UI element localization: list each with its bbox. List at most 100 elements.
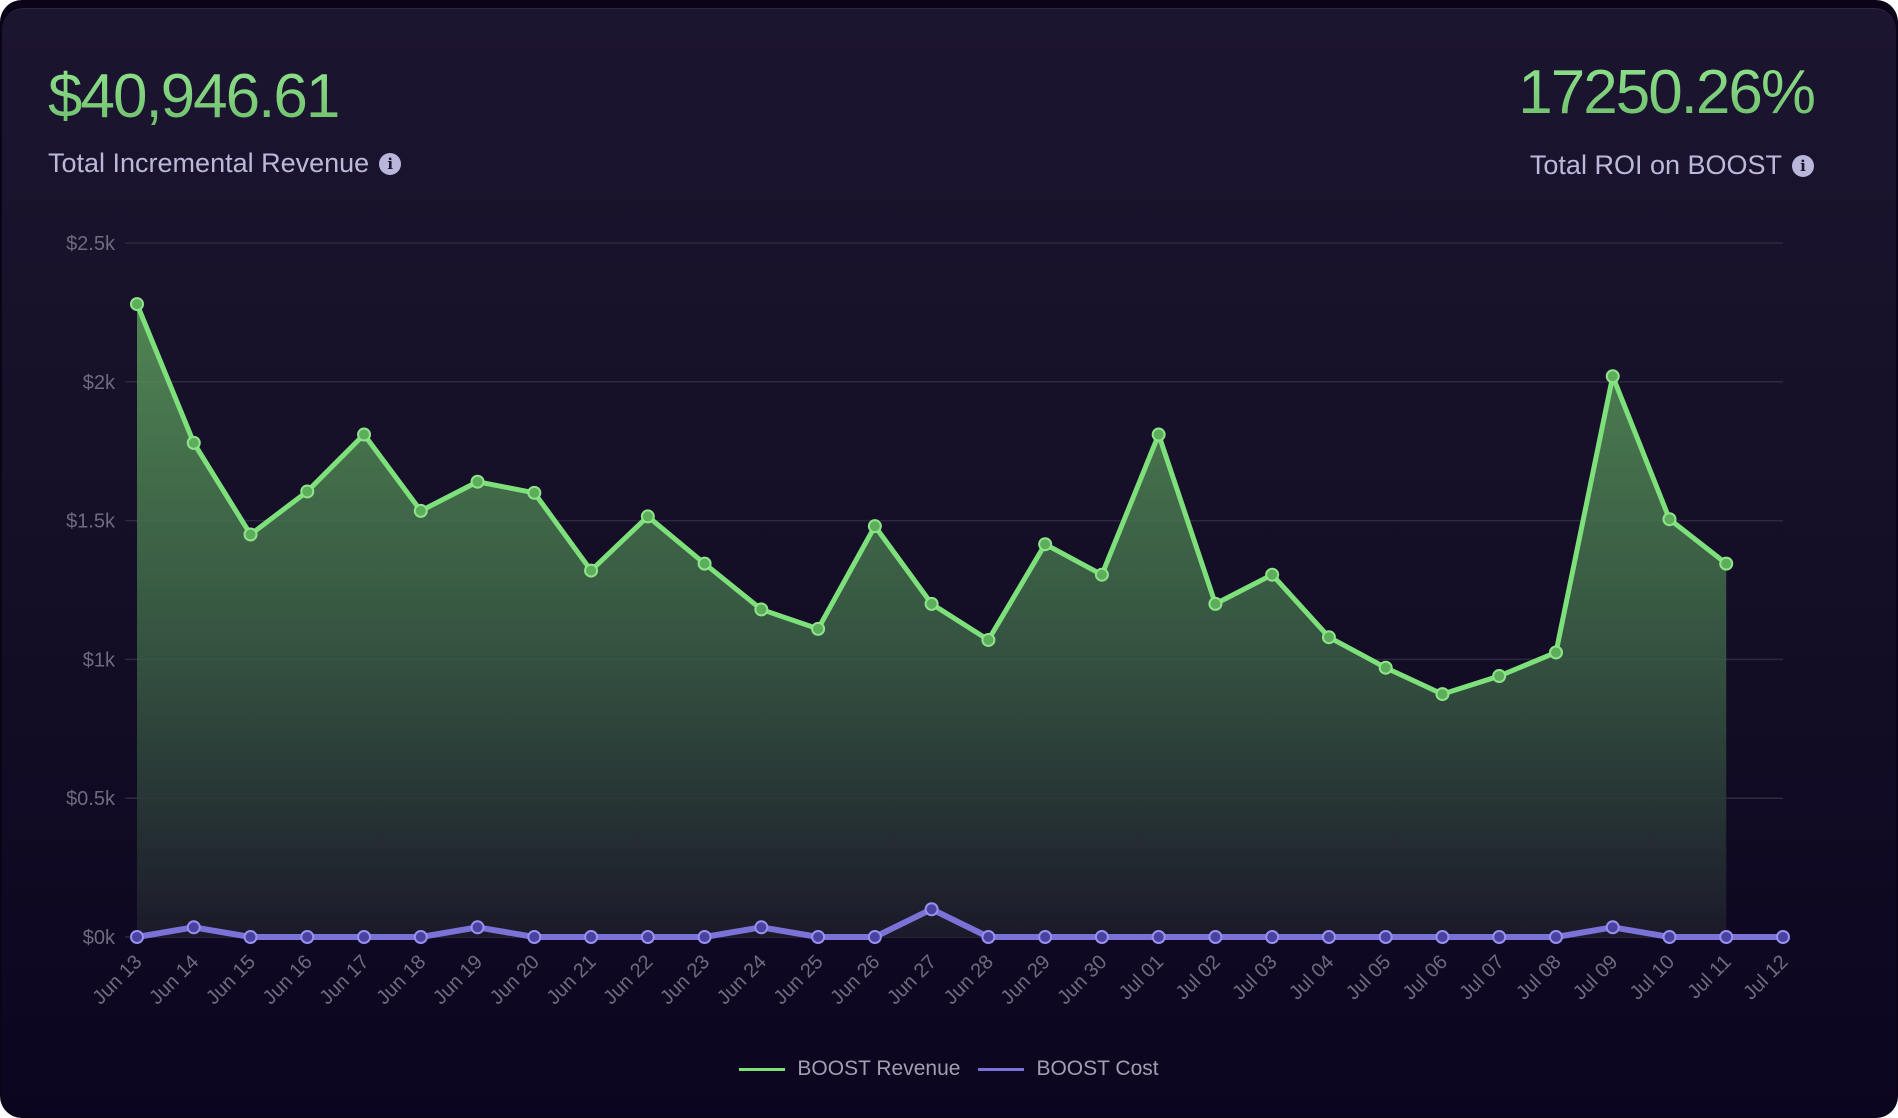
revenue-point[interactable] — [1605, 369, 1620, 384]
revenue-point[interactable] — [640, 509, 655, 524]
cost-point[interactable] — [186, 920, 201, 935]
revenue-point[interactable] — [1492, 669, 1507, 684]
revenue-point[interactable] — [470, 474, 485, 489]
cost-point[interactable] — [1378, 930, 1393, 944]
cost-point[interactable] — [640, 930, 655, 944]
cost-point[interactable] — [811, 930, 826, 944]
cost-point[interactable] — [130, 930, 144, 944]
revenue-point[interactable] — [981, 632, 996, 647]
revenue-point[interactable] — [300, 484, 315, 499]
revenue-point[interactable] — [1265, 567, 1280, 582]
roi-label: Total ROI on BOOST — [1529, 150, 1782, 180]
cost-point[interactable] — [1662, 930, 1677, 944]
cost-point[interactable] — [1208, 930, 1223, 944]
cost-point[interactable] — [924, 902, 939, 917]
revenue-point[interactable] — [924, 596, 939, 611]
x-tick-label: Jun 27 — [883, 951, 941, 1009]
cost-line — [136, 906, 1783, 940]
cost-point[interactable] — [1776, 930, 1790, 944]
revenue-point[interactable] — [130, 297, 144, 312]
cost-point[interactable] — [1038, 930, 1053, 944]
revenue-point[interactable] — [1719, 556, 1734, 571]
revenue-point[interactable] — [584, 563, 599, 578]
revenue-point[interactable] — [1662, 512, 1677, 527]
revenue-point[interactable] — [1378, 660, 1393, 675]
incremental-revenue-label-row: Total Incremental Revenue i — [48, 148, 402, 179]
x-tick-label: Jul 05 — [1342, 951, 1395, 1004]
revenue-point[interactable] — [1038, 537, 1053, 552]
revenue-point[interactable] — [186, 435, 201, 450]
info-icon[interactable]: i — [1792, 154, 1814, 177]
cost-point[interactable] — [243, 930, 258, 944]
x-tick-label: Jul 02 — [1172, 951, 1225, 1004]
x-tick-label: Jul 10 — [1626, 951, 1679, 1004]
cost-point[interactable] — [1605, 920, 1620, 935]
cost-point[interactable] — [1265, 930, 1280, 944]
revenue-point[interactable] — [413, 503, 428, 518]
revenue-area-layer — [137, 304, 1727, 937]
x-tick-label: Jul 08 — [1512, 951, 1565, 1004]
x-tick-label: Jun 14 — [145, 951, 203, 1009]
x-tick-label: Jul 07 — [1455, 951, 1508, 1004]
cost-point[interactable] — [1719, 930, 1734, 944]
cost-point[interactable] — [357, 930, 372, 944]
revenue-point[interactable] — [1435, 687, 1450, 702]
info-icon[interactable]: i — [379, 152, 402, 175]
revenue-point[interactable] — [357, 427, 372, 442]
cost-point[interactable] — [527, 930, 542, 944]
revenue-point[interactable] — [243, 527, 258, 542]
cost-point[interactable] — [1151, 930, 1166, 944]
x-tick-label: Jul 06 — [1399, 951, 1452, 1004]
y-tick-label: $1k — [83, 649, 116, 671]
revenue-point[interactable] — [1208, 596, 1223, 611]
x-tick-label: Jul 11 — [1684, 951, 1736, 1003]
revenue-point[interactable] — [527, 485, 542, 500]
x-tick-label: Jun 21 — [543, 951, 601, 1009]
revenue-point[interactable] — [754, 602, 769, 617]
legend-swatch-cost — [978, 1067, 1025, 1071]
legend-swatch-revenue — [739, 1067, 786, 1071]
y-tick-label: $2k — [83, 372, 116, 394]
x-tick-label: Jul 01 — [1115, 951, 1168, 1004]
x-tick-label: Jun 29 — [997, 951, 1055, 1009]
x-tick-label: Jun 16 — [259, 951, 317, 1009]
x-tick-label: Jun 13 — [89, 951, 147, 1009]
cost-point[interactable] — [470, 920, 485, 935]
cost-point[interactable] — [1094, 930, 1109, 944]
cost-point[interactable] — [754, 920, 769, 935]
revenue-area — [137, 304, 1727, 937]
x-tick-label: Jun 19 — [429, 951, 487, 1009]
x-tick-label: Jul 12 — [1739, 951, 1792, 1004]
revenue-point[interactable] — [1151, 427, 1166, 442]
x-tick-label: Jun 23 — [656, 951, 714, 1009]
cost-point[interactable] — [1435, 930, 1450, 944]
legend-label-revenue: BOOST Revenue — [797, 1057, 961, 1080]
legend-item-revenue[interactable]: BOOST Revenue — [739, 1057, 960, 1081]
cost-point[interactable] — [584, 930, 599, 944]
revenue-point[interactable] — [867, 519, 882, 534]
cost-point[interactable] — [1548, 930, 1563, 944]
x-tick-label: Jun 26 — [826, 951, 884, 1009]
cost-point[interactable] — [300, 930, 315, 944]
revenue-point[interactable] — [1548, 645, 1563, 660]
legend-item-cost[interactable]: BOOST Cost — [978, 1057, 1159, 1081]
revenue-point[interactable] — [697, 556, 712, 571]
x-tick-label: Jun 28 — [940, 951, 998, 1009]
revenue-point[interactable] — [1321, 630, 1336, 645]
cost-point[interactable] — [413, 930, 428, 944]
x-tick-label: Jul 03 — [1228, 951, 1281, 1004]
series-points — [130, 297, 1790, 944]
cost-point[interactable] — [697, 930, 712, 944]
cost-point[interactable] — [1321, 930, 1336, 944]
revenue-point[interactable] — [811, 621, 826, 636]
revenue-point[interactable] — [1094, 567, 1109, 582]
cost-point[interactable] — [1492, 930, 1507, 944]
cost-point[interactable] — [867, 930, 882, 944]
roi-value: 17250.26% — [1518, 58, 1816, 127]
x-tick-label: Jun 20 — [486, 951, 544, 1009]
incremental-revenue-kpi: $40,946.61 Total Incremental Revenue i — [48, 66, 402, 179]
cost-point[interactable] — [981, 930, 996, 944]
x-tick-label: Jul 09 — [1569, 951, 1622, 1004]
